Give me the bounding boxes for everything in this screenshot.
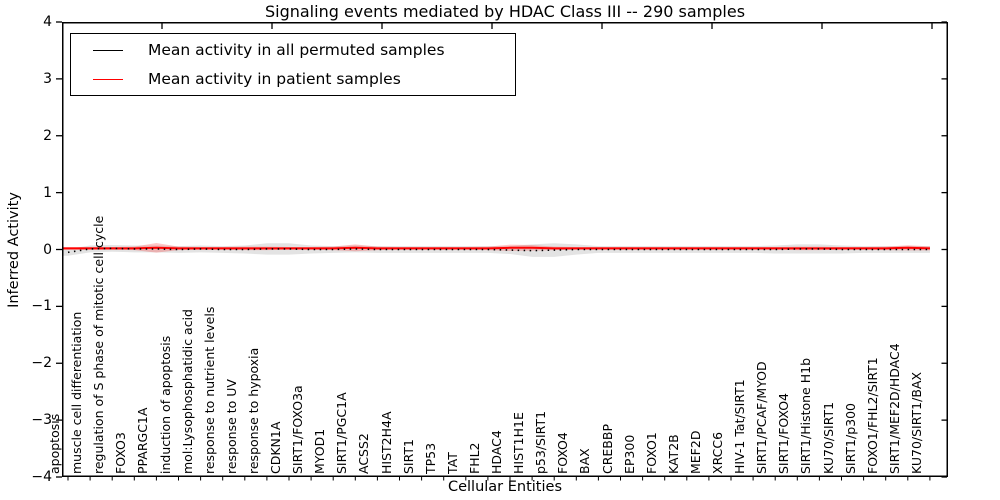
y-tick-label: −2 [31,355,52,372]
y-tick-label: −3 [31,412,52,429]
x-category-label: CDKN1A [268,421,283,474]
x-category-label: response to hypoxia [245,347,261,474]
x-category-label: SIRT1/PGC1A [334,392,350,474]
x-category-label: p53/SIRT1 [533,410,549,474]
legend-item-permuted: Mean activity in all permuted samples [71,37,515,63]
x-category-label: response to UV [223,379,239,474]
permuted-mean-line [62,247,930,254]
x-category-label: EP300 [621,434,637,474]
x-category-label: HIST1H1E [511,412,527,474]
x-category-label: ACSS2 [356,433,372,474]
x-category-label: TAT [444,452,460,474]
x-category-label: KAT2B [665,434,681,474]
axes-frame [62,22,948,477]
chart-title: Signaling events mediated by HDAC Class … [264,2,746,21]
y-tick-label: −1 [31,298,52,315]
y-tick-label: 4 [43,14,52,30]
x-category-label: FOXO1/FHL2/SIRT1 [864,357,880,474]
y-tick-label: 0 [43,241,52,258]
x-category-label: MEF2D [687,430,703,474]
x-category-label: BAX [577,448,593,474]
x-category-label: FHL2 [466,442,482,474]
x-category-label: HIST2H4A [378,411,394,474]
x-category-label: FOXO1 [643,432,659,474]
black-line-swatch [93,49,123,51]
x-category-label: KU70/SIRT1/BAX [908,371,924,474]
x-category-label: TP53 [422,442,438,474]
x-category-label: SIRT1 [400,439,416,474]
legend-label: Mean activity in patient samples [148,70,401,88]
x-category-label: SIRT1/Histone H1b [798,357,814,474]
x-category-label: apoptosis [47,413,62,474]
y-tick-label: 2 [43,127,52,144]
red-line-swatch [93,78,123,80]
x-category-label: regulation of S phase of mitotic cell cy… [91,215,107,474]
legend-item-patient: Mean activity in patient samples [71,66,515,92]
permuted-samples-std-band [62,243,930,257]
x-category-label: mol:Lysophosphatidic acid [179,309,195,474]
x-category-label: XRCC6 [710,431,725,474]
y-tick-label: 1 [43,184,52,201]
x-category-label: FOXO3 [113,432,129,474]
x-category-label: SIRT1/MEF2D/HDAC4 [886,343,902,474]
x-category-label: muscle cell differentiation [69,311,85,474]
x-category-label: PPARGC1A [135,407,151,474]
x-category-label: FOXO4 [555,432,571,474]
x-category-label: CREBBP [599,424,615,474]
x-category-label: response to nutrient levels [201,306,217,474]
x-axis-label: Cellular Entities [447,479,563,495]
x-category-label: HDAC4 [489,430,504,474]
x-category-label: induction of apoptosis [157,335,173,474]
x-category-label: MYOD1 [312,428,328,474]
legend-box: Mean activity in all permuted samples Me… [70,33,516,96]
y-tick-label: 3 [43,70,52,87]
x-category-label: SIRT1/FOXO3a [290,385,306,474]
y-tick-label: −4 [31,469,52,485]
x-category-label: SIRT1/PCAF/MYOD [754,361,770,474]
x-category-label: HIV-1 Tat/SIRT1 [732,379,748,474]
legend-label: Mean activity in all permuted samples [148,41,445,59]
x-category-label: KU70/SIRT1 [820,401,836,474]
x-category-label: SIRT1/FOXO4 [776,393,792,474]
x-category-label: SIRT1/p300 [842,403,858,474]
